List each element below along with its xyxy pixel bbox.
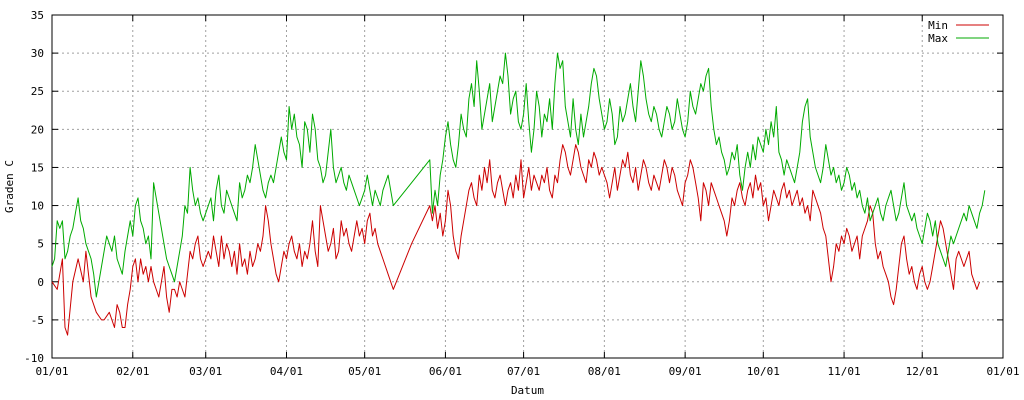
y-tick-label: 35 <box>31 9 44 22</box>
y-tick-label: 20 <box>31 123 44 136</box>
x-tick-label: 11/01 <box>828 365 861 378</box>
x-tick-label: 09/01 <box>669 365 702 378</box>
y-axis-label: Graden C <box>3 160 16 213</box>
y-tick-label: 10 <box>31 200 44 213</box>
y-tick-label: 15 <box>31 161 44 174</box>
x-tick-label: 01/01 <box>986 365 1019 378</box>
y-tick-label: 0 <box>37 276 44 289</box>
grid <box>52 15 1003 358</box>
x-tick-label: 07/01 <box>507 365 540 378</box>
x-tick-label: 02/01 <box>116 365 149 378</box>
y-tick-label: 5 <box>37 238 44 251</box>
series-line-max <box>51 52 986 298</box>
x-tick-label: 08/01 <box>588 365 621 378</box>
y-tick-label: 30 <box>31 47 44 60</box>
x-tick-label: 05/01 <box>348 365 381 378</box>
y-tick-label: -5 <box>31 314 44 327</box>
plot-frame <box>51 14 1004 359</box>
y-tick-label: 25 <box>31 85 44 98</box>
x-tick-label: 04/01 <box>270 365 303 378</box>
series-lines <box>51 52 986 336</box>
legend-label-max: Max <box>928 32 948 45</box>
x-tick-label: 10/01 <box>747 365 780 378</box>
axis-ticks: -10 -5 0 5 10 15 20 25 30 35 01/01 02/01 03/01 04/01 0… <box>24 9 1019 378</box>
legend-label-min: Min <box>928 19 948 32</box>
y-tick-label: -10 <box>24 352 44 365</box>
series-line-min <box>51 144 981 336</box>
x-tick-label: 06/01 <box>429 365 462 378</box>
x-tick-label: 01/01 <box>35 365 68 378</box>
x-tick-label: 03/01 <box>189 365 222 378</box>
x-tick-label: 12/01 <box>906 365 939 378</box>
x-axis-label: Datum <box>511 384 544 397</box>
